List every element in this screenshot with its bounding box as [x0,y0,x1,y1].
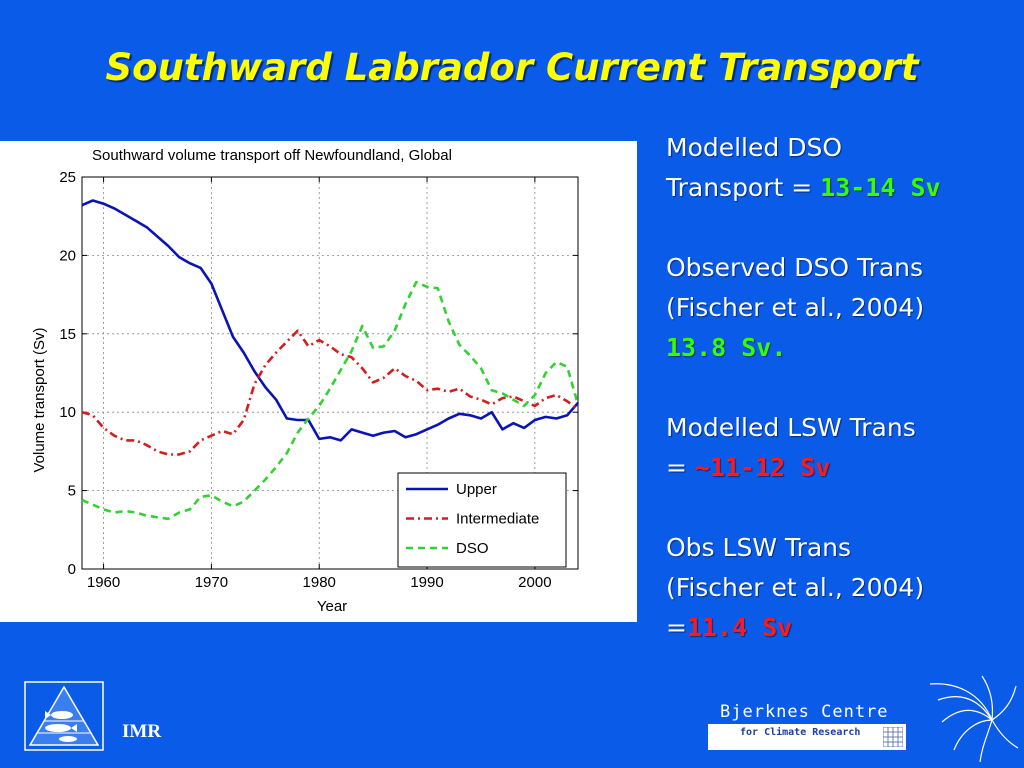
plot-frame [81,176,579,570]
y-tick-label: 10 [59,404,76,421]
note-line: Observed DSO Trans [666,253,924,282]
series-line-dso [81,280,580,521]
y-tick-label: 15 [59,326,76,343]
x-tick-label: 1970 [195,574,228,591]
series-lines [81,199,580,521]
note-line: Obs LSW Trans [666,533,852,562]
transport-chart: Southward volume transport off Newfoundl… [31,147,580,615]
modelled-lsw-value: ~11-12 Sv [694,453,831,482]
imr-label: IMR [122,721,162,742]
chart-title: Southward volume transport off Newfoundl… [92,147,452,164]
legend-label: Intermediate [456,511,539,528]
x-tick-label: 1990 [410,574,443,591]
side-notes: Modelled DSO Transport = 13-14 Sv Observ… [666,128,1024,688]
legend-label: DSO [456,540,489,557]
x-axis-label: Year [317,598,347,615]
observed-dso-note: Observed DSO Trans (Fischer et al., 2004… [666,248,1024,368]
y-tick-label: 0 [68,561,76,578]
note-text: = [666,613,687,642]
chart-panel: Southward volume transport off Newfoundl… [0,141,637,622]
modelled-dso-note: Modelled DSO Transport = 13-14 Sv [666,128,1024,208]
note-text: Transport = [666,173,821,202]
x-tick-label: 1980 [303,574,336,591]
bjerknes-name: Bjerknes Centre [720,702,889,722]
y-tick-label: 5 [68,483,76,500]
note-line: (Fischer et al., 2004) [666,293,925,322]
bjerknes-grid-icon [883,727,903,747]
bjerknes-subtitle: for Climate Research [740,727,861,738]
note-line: (Fischer et al., 2004) [666,573,925,602]
x-tick-label: 1960 [87,574,120,591]
axes: 1960 1970 1980 1990 2000 0 5 10 15 20 25 [59,169,579,591]
bjerknes-swirl-logo [929,675,1019,763]
legend-label: Upper [456,481,497,498]
observed-lsw-value: 11.4 Sv [686,613,793,642]
note-text: = [666,453,695,482]
series-line-upper [81,199,579,442]
y-axis-label: Volume transport (Sv) [31,327,48,472]
note-line: Modelled LSW Trans [666,413,916,442]
note-line: =11.4 Sv [666,608,1024,648]
note-line: Transport = 13-14 Sv [666,168,1024,208]
imr-logo [24,681,104,751]
x-tick-label: 2000 [518,574,551,591]
modelled-dso-value: 13-14 Sv [820,173,941,202]
y-tick-label: 25 [59,169,76,186]
note-line: Modelled DSO [666,133,843,162]
observed-dso-value: 13.8 Sv. [666,333,787,362]
y-tick-label: 20 [59,247,76,264]
observed-lsw-note: Obs LSW Trans (Fischer et al., 2004) =11… [666,528,1024,648]
bjerknes-subtitle-box: for Climate Research [708,724,906,750]
note-line: = ~11-12 Sv [666,448,1024,488]
series-line-intermediate [81,329,579,456]
slide-title: Southward Labrador Current Transport [105,46,919,89]
modelled-lsw-note: Modelled LSW Trans = ~11-12 Sv [666,408,1024,488]
chart-legend: Upper Intermediate DSO [397,472,567,568]
